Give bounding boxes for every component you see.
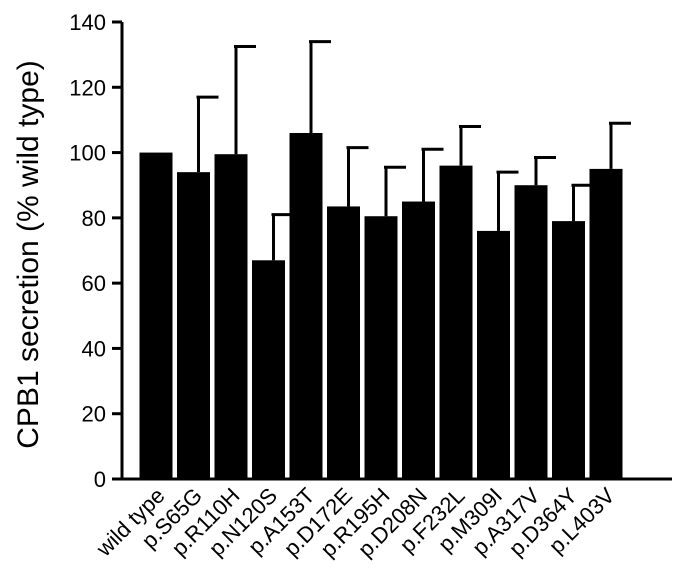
y-ticks-group: 0 20 40 60 80 100 120 140 [69,10,122,492]
y-tick-label: 40 [82,336,106,361]
y-tick-label: 100 [69,141,106,166]
bar-p-f232l [439,165,473,479]
bar-p-r110h [214,154,248,480]
bar-p-l403v [589,168,623,479]
y-axis-title: CPB1 secretion (% wild type) [12,60,45,448]
bar-p-d208n [402,201,435,480]
y-tick-label: 0 [94,467,106,492]
x-tick-labels-group: wild typep.S65Gp.R110Hp.N120Sp.A153Tp.D1… [91,483,620,562]
bars-group [139,132,623,480]
bar-p-n120s [252,260,285,479]
bar-p-d172e [327,206,360,480]
y-tick-label: 60 [82,271,106,296]
axes-group [120,22,672,481]
y-tick-label: 80 [82,206,106,231]
bar-p-m309i [477,230,510,479]
bar-p-r195h [364,216,398,479]
bar-p-s65g [177,172,210,479]
bar-p-d364y [552,221,585,479]
y-tick-label: 140 [69,10,106,35]
bar-p-a317v [514,185,548,479]
bar-wild-type [139,152,173,480]
y-tick-label: 120 [69,75,106,100]
error-bars-group [196,40,631,261]
y-tick-label: 20 [82,402,106,427]
bar-p-a153t [289,132,323,479]
